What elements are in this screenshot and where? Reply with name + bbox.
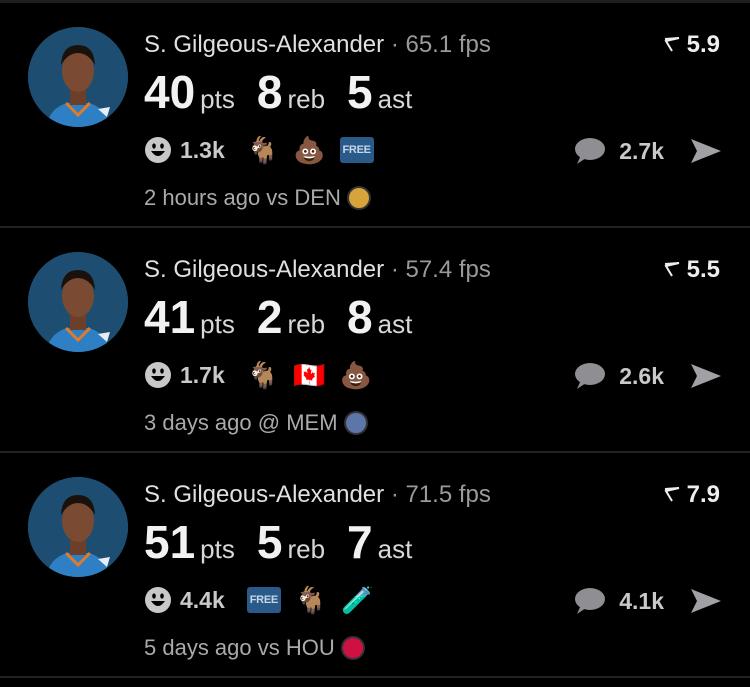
rating-icon [664, 487, 679, 502]
assists-value: 5 [347, 66, 373, 118]
assists-value: 8 [347, 291, 373, 343]
comment-count: 2.7k [619, 137, 664, 164]
poop-reaction-icon[interactable]: 💩 [339, 360, 372, 390]
comment-icon[interactable] [573, 587, 606, 615]
game-card[interactable]: S. Gilgeous-Alexander · 71.5 fps 7.9 51 p… [0, 453, 750, 678]
smile-count: 1.7k [180, 361, 225, 388]
rebounds-value: 2 [256, 291, 283, 343]
reactions-row: 1.3k 🐐 💩 FREE [144, 135, 374, 165]
free-reaction[interactable]: FREE [339, 137, 374, 163]
smile-count: 1.3k [180, 136, 225, 163]
rebounds-value: 8 [256, 66, 283, 118]
game-card[interactable]: S. Gilgeous-Alexander · 65.1 fps 5.9 40 p… [0, 3, 750, 228]
rating: 5.5 [663, 256, 720, 284]
stat-line: 51 pts 5 reb 7 ast [144, 516, 413, 568]
fps-value: · 65.1 fps [390, 31, 491, 58]
game-card[interactable]: S. Gilgeous-Alexander · 57.4 fps 5.5 41 p… [0, 228, 750, 453]
fps-value: · 71.5 fps [390, 481, 491, 508]
comment-icon[interactable] [573, 362, 606, 390]
comment-count: 2.6k [619, 362, 664, 389]
nuggets-logo-icon [346, 186, 371, 210]
player-name[interactable]: S. Gilgeous-Alexander · 71.5 fps [144, 481, 491, 508]
rebounds-value: 5 [256, 516, 283, 568]
points-value: 51 [144, 516, 196, 568]
fps-value: · 57.4 fps [390, 256, 491, 283]
comment-icon[interactable] [573, 137, 606, 165]
smiley-icon[interactable] [144, 586, 172, 614]
rockets-logo-icon [340, 636, 365, 660]
game-time: 5 days ago vs HOU [144, 635, 365, 661]
share-icon[interactable] [690, 363, 722, 389]
goat-reaction-icon[interactable]: 🐐 [294, 585, 328, 615]
rating-icon [664, 37, 679, 52]
smiley-icon[interactable] [144, 136, 172, 164]
smiley-icon[interactable] [144, 361, 172, 389]
grizzlies-logo-icon [343, 411, 368, 435]
game-time: 3 days ago @ MEM [144, 410, 368, 436]
share-icon[interactable] [690, 588, 722, 614]
actions: 2.6k [573, 362, 722, 390]
reactions-row: 4.4k FREE 🐐 🧪 [144, 585, 374, 615]
player-avatar[interactable] [28, 477, 128, 577]
top-divider [0, 0, 750, 3]
stat-line: 41 pts 2 reb 8 ast [144, 291, 413, 343]
points-value: 41 [144, 291, 196, 343]
rating-icon [664, 262, 679, 277]
comment-count: 4.1k [619, 587, 664, 614]
player-name[interactable]: S. Gilgeous-Alexander · 65.1 fps [144, 31, 491, 58]
goat-reaction-icon[interactable]: 🐐 [246, 360, 280, 390]
share-icon[interactable] [690, 138, 722, 164]
player-avatar[interactable] [28, 27, 128, 127]
rating: 5.9 [663, 31, 720, 59]
player-avatar[interactable] [28, 252, 128, 352]
actions: 2.7k [573, 137, 722, 165]
goat-reaction-icon[interactable]: 🐐 [246, 135, 280, 165]
poop-reaction-icon[interactable]: 💩 [293, 135, 326, 165]
actions: 4.1k [573, 587, 722, 615]
player-name[interactable]: S. Gilgeous-Alexander · 57.4 fps [144, 256, 491, 283]
game-time: 2 hours ago vs DEN [144, 185, 371, 211]
canada-flag-reaction-icon[interactable]: 🇨🇦 [293, 360, 326, 390]
test-tube-reaction-icon[interactable]: 🧪 [341, 585, 374, 615]
feed: S. Gilgeous-Alexander · 65.1 fps 5.9 40 p… [0, 3, 750, 678]
smile-count: 4.4k [180, 586, 225, 613]
assists-value: 7 [347, 516, 373, 568]
reactions-row: 1.7k 🐐 🇨🇦 💩 [144, 360, 372, 390]
stat-line: 40 pts 8 reb 5 ast [144, 66, 413, 118]
free-reaction[interactable]: FREE [246, 587, 281, 613]
points-value: 40 [144, 66, 196, 118]
rating: 7.9 [663, 481, 720, 509]
